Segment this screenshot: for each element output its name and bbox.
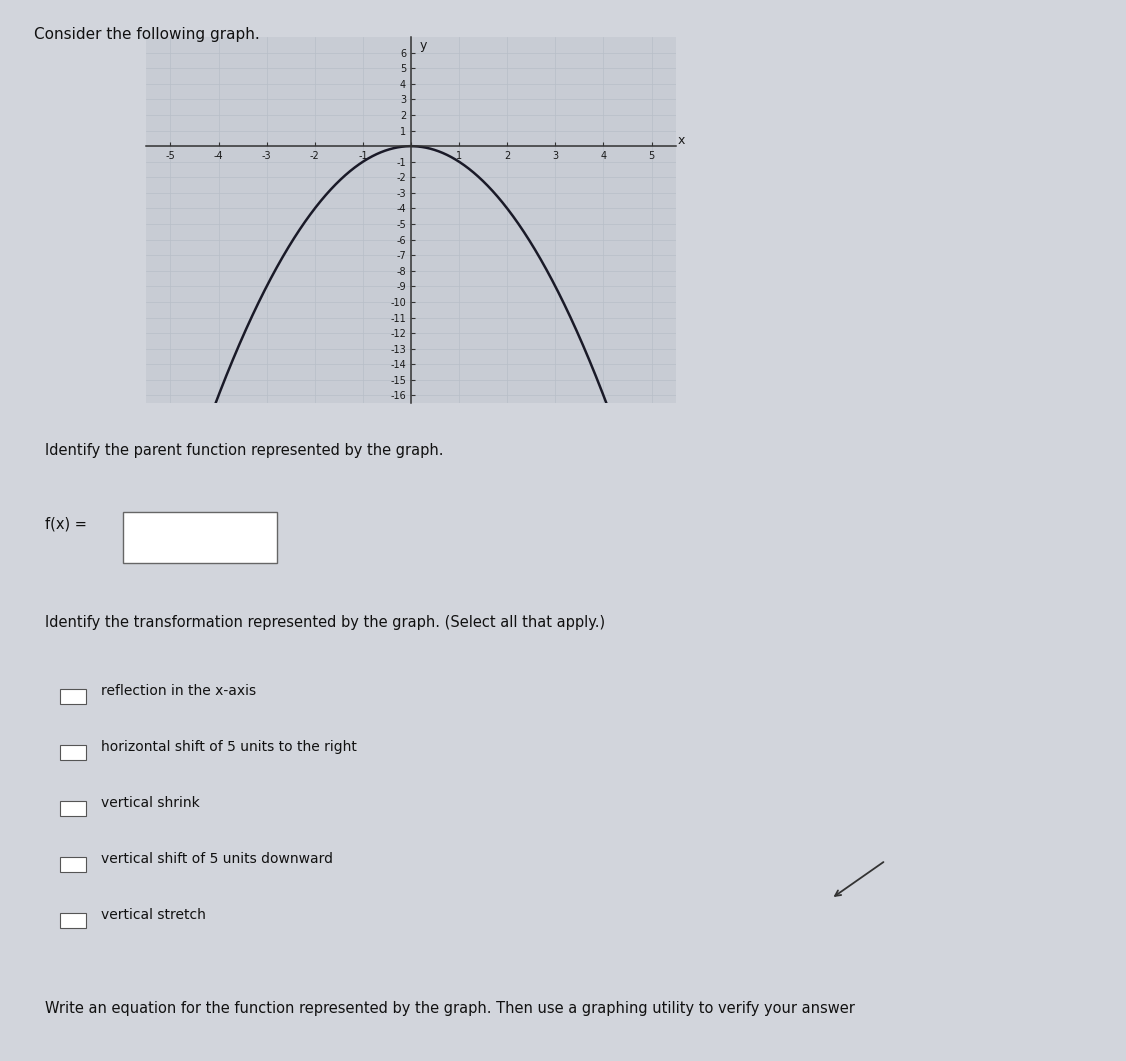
FancyBboxPatch shape	[60, 912, 87, 928]
FancyBboxPatch shape	[60, 689, 87, 703]
Text: Identify the transformation represented by the graph. (Select all that apply.): Identify the transformation represented …	[45, 615, 605, 630]
Text: f(x) =: f(x) =	[45, 517, 87, 532]
Text: Consider the following graph.: Consider the following graph.	[34, 27, 259, 41]
Text: vertical shrink: vertical shrink	[101, 796, 200, 811]
Text: horizontal shift of 5 units to the right: horizontal shift of 5 units to the right	[101, 741, 357, 754]
Text: y: y	[420, 39, 427, 52]
Text: vertical shift of 5 units downward: vertical shift of 5 units downward	[101, 852, 333, 866]
FancyBboxPatch shape	[60, 801, 87, 816]
Text: vertical stretch: vertical stretch	[101, 908, 206, 922]
Text: reflection in the x-axis: reflection in the x-axis	[101, 684, 257, 698]
FancyBboxPatch shape	[60, 745, 87, 760]
FancyBboxPatch shape	[60, 856, 87, 872]
Text: Identify the parent function represented by the graph.: Identify the parent function represented…	[45, 443, 444, 458]
Text: Write an equation for the function represented by the graph. Then use a graphing: Write an equation for the function repre…	[45, 1001, 855, 1015]
FancyBboxPatch shape	[124, 511, 277, 563]
Text: x: x	[678, 135, 686, 147]
